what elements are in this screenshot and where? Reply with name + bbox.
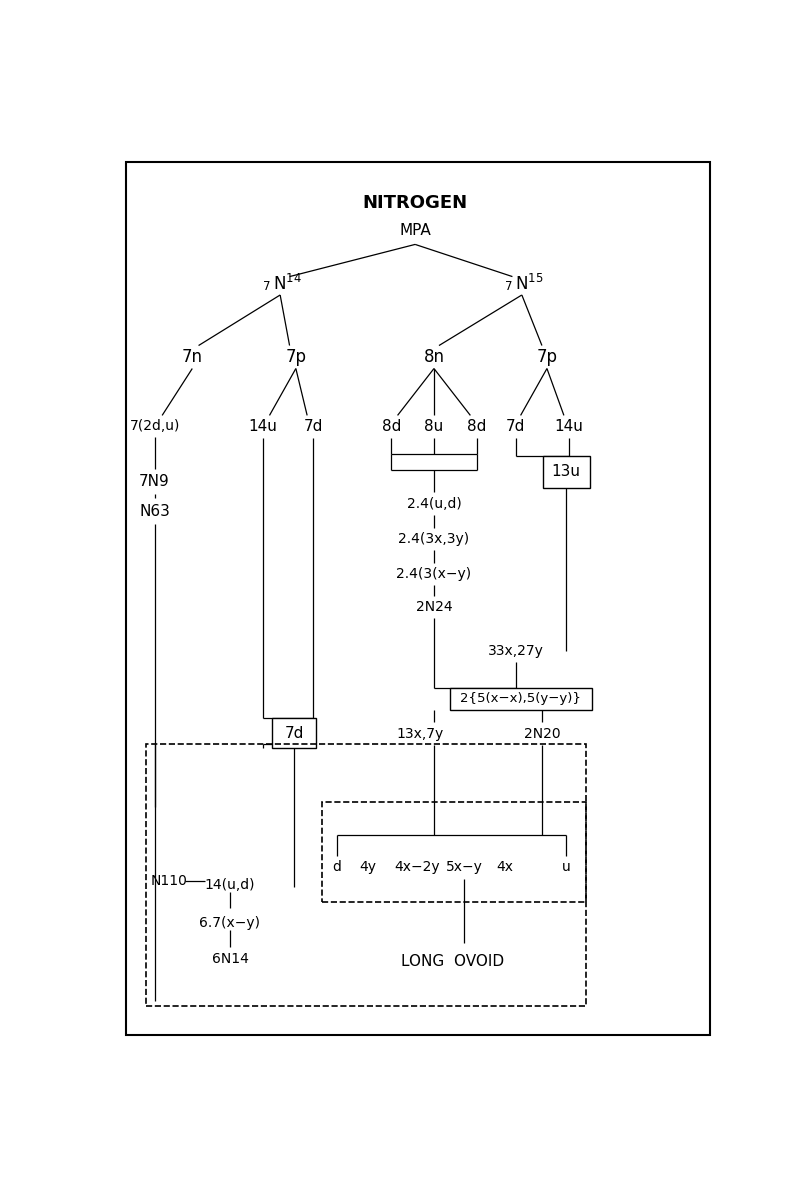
Text: 7d: 7d [506, 419, 525, 433]
Text: 6.7(x−y): 6.7(x−y) [199, 916, 261, 930]
Text: 8u: 8u [424, 419, 444, 433]
Text: $_7$: $_7$ [262, 275, 271, 293]
Text: 8n: 8n [424, 347, 445, 365]
Text: 7d: 7d [304, 419, 323, 433]
Text: 7(2d,u): 7(2d,u) [130, 419, 180, 433]
Text: 4x−2y: 4x−2y [394, 860, 440, 874]
Text: NITROGEN: NITROGEN [363, 195, 467, 213]
Bar [450, 688, 592, 709]
Text: 7N9: 7N9 [139, 474, 170, 490]
Text: 7p: 7p [285, 347, 306, 365]
Text: 13u: 13u [552, 464, 581, 480]
Text: 2.4(3x,3y): 2.4(3x,3y) [399, 531, 470, 546]
Text: 4y: 4y [360, 860, 377, 874]
Text: 8d: 8d [467, 419, 486, 433]
Text: N$^{14}$: N$^{14}$ [273, 273, 302, 294]
Text: 13x,7y: 13x,7y [397, 726, 444, 740]
Text: N63: N63 [139, 504, 170, 518]
Text: $_7$: $_7$ [504, 275, 513, 293]
Text: 2N24: 2N24 [416, 599, 452, 614]
Text: 33x,27y: 33x,27y [488, 644, 544, 658]
Text: LONG  OVOID: LONG OVOID [401, 954, 505, 970]
Bar [272, 718, 316, 749]
Text: 2.4(3(x−y): 2.4(3(x−y) [396, 566, 471, 580]
Text: 2.4(u,d): 2.4(u,d) [407, 497, 462, 511]
Text: 6N14: 6N14 [211, 952, 249, 966]
Text: MPA: MPA [399, 223, 431, 238]
Text: 2{5(x−x),5(y−y)}: 2{5(x−x),5(y−y)} [460, 693, 582, 706]
Text: N110: N110 [150, 874, 187, 887]
Bar [543, 456, 590, 488]
Bar [147, 744, 586, 1005]
Text: 7d: 7d [284, 726, 304, 740]
Text: 7p: 7p [536, 347, 557, 365]
Text: 14u: 14u [555, 419, 583, 433]
Text: 7n: 7n [181, 347, 202, 365]
Text: d: d [332, 860, 341, 874]
Text: 5x−y: 5x−y [446, 860, 483, 874]
Text: N$^{15}$: N$^{15}$ [515, 273, 544, 294]
Text: 4x: 4x [497, 860, 514, 874]
Text: u: u [561, 860, 570, 874]
Text: 14(u,d): 14(u,d) [205, 879, 255, 892]
Text: 2N20: 2N20 [523, 726, 561, 740]
Text: 14u: 14u [249, 419, 278, 433]
Bar [322, 802, 586, 901]
Text: 8d: 8d [382, 419, 401, 433]
